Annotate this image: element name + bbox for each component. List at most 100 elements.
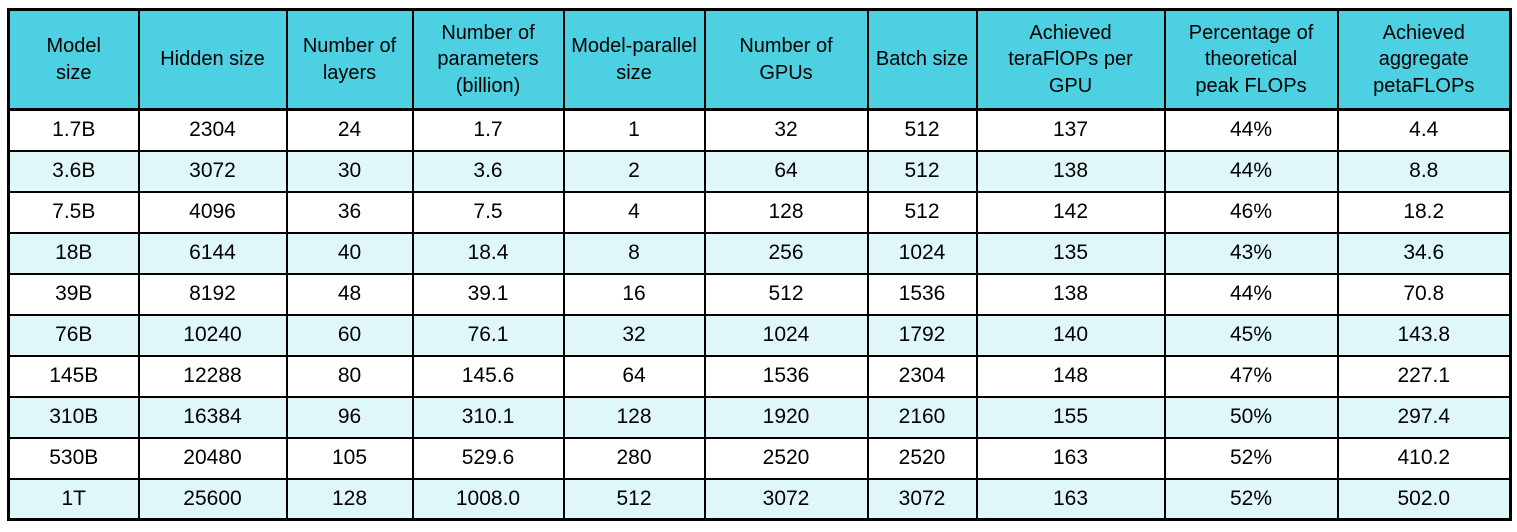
cell-76b-batch-size: 1792 bbox=[866, 313, 978, 357]
cell-1t-achieved-aggregate-petaflops: 502.0 bbox=[1336, 477, 1512, 521]
cell-145b-number-of-layers: 80 bbox=[285, 354, 414, 398]
cell-76b-achieved-aggregate-petaflops: 143.8 bbox=[1336, 313, 1512, 357]
cell-7-5b-number-of-layers: 36 bbox=[285, 190, 414, 234]
cell-530b-number-of-layers: 105 bbox=[285, 436, 414, 480]
cell-530b-model-parallel-size: 280 bbox=[562, 436, 706, 480]
cell-310b-number-of-layers: 96 bbox=[285, 395, 414, 439]
cell-39b-model-size: 39B bbox=[7, 272, 140, 316]
cell-3-6b-model-parallel-size: 2 bbox=[562, 149, 706, 193]
table-row-1t: 1T 25600 128 1008.0 512 3072 3072 163 52% 502.0 bbox=[7, 477, 1512, 521]
cell-18b-number-of-parameters-billion: 18.4 bbox=[411, 231, 565, 275]
cell-310b-number-of-parameters-billion: 310.1 bbox=[411, 395, 565, 439]
col-header-number-of-gpus: Number of GPUs bbox=[703, 8, 869, 111]
cell-310b-hidden-size: 16384 bbox=[137, 395, 288, 439]
cell-18b-achieved-aggregate-petaflops: 34.6 bbox=[1336, 231, 1512, 275]
cell-310b-percentage-of-theoretical-peak-flops: 50% bbox=[1163, 395, 1339, 439]
cell-1-7b-batch-size: 512 bbox=[866, 108, 978, 152]
cell-530b-model-size: 530B bbox=[7, 436, 140, 480]
col-header-model-size: Model size bbox=[7, 8, 140, 111]
table-row-310b: 310B 16384 96 310.1 128 1920 2160 155 50% 297.4 bbox=[7, 395, 1512, 439]
cell-76b-number-of-gpus: 1024 bbox=[703, 313, 869, 357]
cell-76b-number-of-layers: 60 bbox=[285, 313, 414, 357]
cell-76b-hidden-size: 10240 bbox=[137, 313, 288, 357]
cell-1-7b-number-of-layers: 24 bbox=[285, 108, 414, 152]
cell-1t-number-of-gpus: 3072 bbox=[703, 477, 869, 521]
cell-1t-number-of-parameters-billion: 1008.0 bbox=[411, 477, 565, 521]
cell-145b-model-parallel-size: 64 bbox=[562, 354, 706, 398]
cell-530b-batch-size: 2520 bbox=[866, 436, 978, 480]
cell-3-6b-number-of-layers: 30 bbox=[285, 149, 414, 193]
col-header-percentage-of-theoretical-peak-flops: Percentage of theoretical peak FLOPs bbox=[1163, 8, 1339, 111]
cell-310b-achieved-teraflops-per-gpu: 155 bbox=[975, 395, 1166, 439]
cell-3-6b-batch-size: 512 bbox=[866, 149, 978, 193]
cell-1-7b-model-size: 1.7B bbox=[7, 108, 140, 152]
table-header: Model size Hidden size Number of layers Num… bbox=[7, 8, 1512, 111]
cell-7-5b-model-parallel-size: 4 bbox=[562, 190, 706, 234]
cell-3-6b-achieved-teraflops-per-gpu: 138 bbox=[975, 149, 1166, 193]
cell-1t-batch-size: 3072 bbox=[866, 477, 978, 521]
cell-530b-hidden-size: 20480 bbox=[137, 436, 288, 480]
cell-1t-hidden-size: 25600 bbox=[137, 477, 288, 521]
cell-3-6b-percentage-of-theoretical-peak-flops: 44% bbox=[1163, 149, 1339, 193]
cell-7-5b-number-of-parameters-billion: 7.5 bbox=[411, 190, 565, 234]
cell-39b-hidden-size: 8192 bbox=[137, 272, 288, 316]
cell-145b-batch-size: 2304 bbox=[866, 354, 978, 398]
cell-3-6b-number-of-parameters-billion: 3.6 bbox=[411, 149, 565, 193]
cell-530b-number-of-parameters-billion: 529.6 bbox=[411, 436, 565, 480]
cell-18b-achieved-teraflops-per-gpu: 135 bbox=[975, 231, 1166, 275]
cell-18b-model-size: 18B bbox=[7, 231, 140, 275]
cell-7-5b-number-of-gpus: 128 bbox=[703, 190, 869, 234]
cell-7-5b-achieved-teraflops-per-gpu: 142 bbox=[975, 190, 1166, 234]
table-row-76b: 76B 10240 60 76.1 32 1024 1792 140 45% 143.8 bbox=[7, 313, 1512, 357]
cell-310b-model-parallel-size: 128 bbox=[562, 395, 706, 439]
cell-3-6b-number-of-gpus: 64 bbox=[703, 149, 869, 193]
cell-145b-hidden-size: 12288 bbox=[137, 354, 288, 398]
cell-145b-model-size: 145B bbox=[7, 354, 140, 398]
col-header-achieved-teraflops-per-gpu: Achieved teraFlOPs per GPU bbox=[975, 8, 1166, 111]
cell-530b-percentage-of-theoretical-peak-flops: 52% bbox=[1163, 436, 1339, 480]
cell-39b-number-of-layers: 48 bbox=[285, 272, 414, 316]
cell-1t-achieved-teraflops-per-gpu: 163 bbox=[975, 477, 1166, 521]
cell-76b-model-size: 76B bbox=[7, 313, 140, 357]
cell-145b-number-of-gpus: 1536 bbox=[703, 354, 869, 398]
cell-7-5b-batch-size: 512 bbox=[866, 190, 978, 234]
cell-76b-number-of-parameters-billion: 76.1 bbox=[411, 313, 565, 357]
col-header-number-of-layers: Number of layers bbox=[285, 8, 414, 111]
cell-39b-achieved-teraflops-per-gpu: 138 bbox=[975, 272, 1166, 316]
cell-76b-achieved-teraflops-per-gpu: 140 bbox=[975, 313, 1166, 357]
cell-145b-number-of-parameters-billion: 145.6 bbox=[411, 354, 565, 398]
cell-310b-achieved-aggregate-petaflops: 297.4 bbox=[1336, 395, 1512, 439]
cell-530b-achieved-aggregate-petaflops: 410.2 bbox=[1336, 436, 1512, 480]
cell-530b-number-of-gpus: 2520 bbox=[703, 436, 869, 480]
cell-1t-number-of-layers: 128 bbox=[285, 477, 414, 521]
header-row: Model size Hidden size Number of layers Num… bbox=[7, 8, 1512, 111]
cell-3-6b-model-size: 3.6B bbox=[7, 149, 140, 193]
cell-1-7b-model-parallel-size: 1 bbox=[562, 108, 706, 152]
cell-39b-number-of-parameters-billion: 39.1 bbox=[411, 272, 565, 316]
cell-145b-percentage-of-theoretical-peak-flops: 47% bbox=[1163, 354, 1339, 398]
cell-18b-number-of-layers: 40 bbox=[285, 231, 414, 275]
cell-1t-model-parallel-size: 512 bbox=[562, 477, 706, 521]
cell-39b-achieved-aggregate-petaflops: 70.8 bbox=[1336, 272, 1512, 316]
cell-76b-percentage-of-theoretical-peak-flops: 45% bbox=[1163, 313, 1339, 357]
cell-7-5b-percentage-of-theoretical-peak-flops: 46% bbox=[1163, 190, 1339, 234]
cell-1-7b-number-of-parameters-billion: 1.7 bbox=[411, 108, 565, 152]
cell-18b-number-of-gpus: 256 bbox=[703, 231, 869, 275]
cell-7-5b-hidden-size: 4096 bbox=[137, 190, 288, 234]
cell-1-7b-percentage-of-theoretical-peak-flops: 44% bbox=[1163, 108, 1339, 152]
cell-530b-achieved-teraflops-per-gpu: 163 bbox=[975, 436, 1166, 480]
cell-145b-achieved-aggregate-petaflops: 227.1 bbox=[1336, 354, 1512, 398]
cell-39b-percentage-of-theoretical-peak-flops: 44% bbox=[1163, 272, 1339, 316]
table-row-3-6b: 3.6B 3072 30 3.6 2 64 512 138 44% 8.8 bbox=[7, 149, 1512, 193]
table-row-1-7b: 1.7B 2304 24 1.7 1 32 512 137 44% 4.4 bbox=[7, 108, 1512, 152]
cell-7-5b-achieved-aggregate-petaflops: 18.2 bbox=[1336, 190, 1512, 234]
cell-3-6b-hidden-size: 3072 bbox=[137, 149, 288, 193]
cell-1t-model-size: 1T bbox=[7, 477, 140, 521]
col-header-batch-size: Batch size bbox=[866, 8, 978, 111]
cell-310b-model-size: 310B bbox=[7, 395, 140, 439]
table-row-530b: 530B 20480 105 529.6 280 2520 2520 163 52% 410.2 bbox=[7, 436, 1512, 480]
cell-310b-batch-size: 2160 bbox=[866, 395, 978, 439]
cell-3-6b-achieved-aggregate-petaflops: 8.8 bbox=[1336, 149, 1512, 193]
cell-39b-model-parallel-size: 16 bbox=[562, 272, 706, 316]
